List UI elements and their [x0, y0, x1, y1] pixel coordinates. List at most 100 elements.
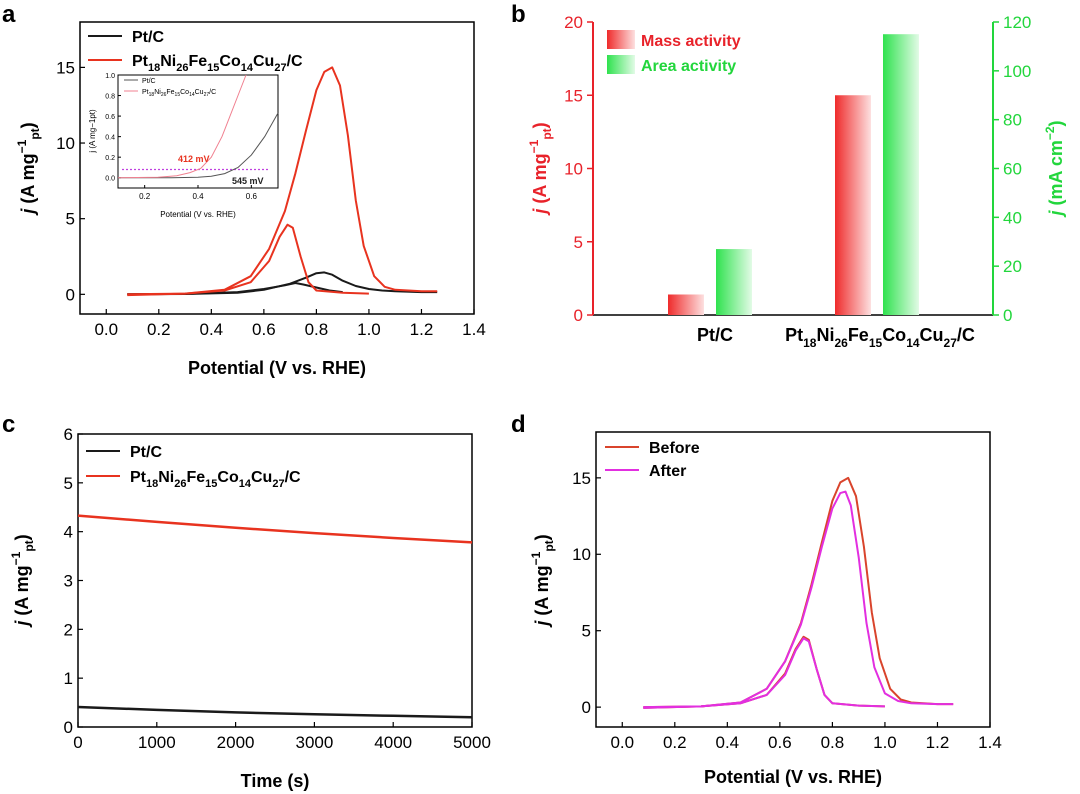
panel-a-legend-alloy: Pt18Ni26Fe15Co14Cu27/C [132, 53, 303, 74]
panel-d-x-tick-label: 1.2 [926, 733, 950, 752]
panel-d-series-line [643, 490, 954, 709]
panel-d-x-tick-label: 0.6 [768, 733, 792, 752]
panel-b-right-axis-title: j (mA cm−2) [1043, 120, 1066, 217]
panel-a-x-tick-label: 1.0 [357, 320, 381, 339]
panel-a-series-line [127, 271, 438, 296]
panel-d-series-line [643, 476, 954, 709]
panel-a-inset-legend-ptc: Pt/C [142, 78, 156, 85]
panel-a-y-tick-label: 10 [56, 134, 75, 153]
panel-d-plot-frame [595, 431, 991, 728]
panel-d-x-tick-label: 0.8 [821, 733, 845, 752]
panel-b-mass-bar [835, 95, 871, 315]
panel-a-inset-y-tick-label: 0.6 [105, 114, 115, 121]
panel-a-plot-frame [79, 21, 475, 315]
panel-a-x-tick-label: 0.6 [252, 320, 276, 339]
panel-a-y-tick-label: 15 [56, 58, 75, 77]
panel-d-series-line [643, 635, 885, 709]
panel-b-right-tick-label: 60 [1003, 160, 1022, 179]
panel-letter-a: a [2, 1, 16, 28]
panel-a-inset-y-tick-label: 0.4 [105, 135, 115, 142]
panel-c-y-axis-title: j (A mg−1pt) [9, 534, 36, 627]
panel-c-x-tick-label: 0 [73, 733, 82, 752]
panel-c-x-tick-label: 3000 [295, 733, 333, 752]
panel-c-y-tick-label: 1 [64, 669, 73, 688]
panel-b-right-tick-label: 80 [1003, 111, 1022, 130]
panel-c-series-line [77, 514, 473, 544]
panel-a-series-line [127, 66, 438, 296]
panel-d-x-tick-label: 1.4 [978, 733, 1002, 752]
panel-letter-b: b [511, 1, 526, 28]
panel-a-inset-chart: 0.2 0.4 0.6 0.0 0.2 0.4 0.6 0.8 1.0 Potential (… [88, 73, 279, 219]
panel-c-y-tick-label: 3 [64, 571, 73, 590]
panel-d-x-tick-label: 0.0 [610, 733, 634, 752]
panel-b-right-tick-label: 40 [1003, 208, 1022, 227]
panel-b-left-tick-label: 0 [574, 306, 583, 325]
panel-a-inset-legend-alloy: Pt18Ni26Fe15Co14Cu27/C [142, 89, 216, 98]
panel-a-legend-ptc: Pt/C [132, 29, 164, 46]
panel-b-legend-area: Area activity [641, 58, 736, 75]
panel-c-legend-alloy: Pt18Ni26Fe15Co14Cu27/C [130, 469, 301, 490]
panel-b-area-bar [883, 34, 919, 315]
panel-d-series-line [643, 637, 885, 709]
panel-c-x-tick-label: 4000 [374, 733, 412, 752]
panel-a-inset-x-tick-label: 0.4 [192, 192, 204, 201]
panel-d-y-tick-label: 10 [572, 545, 591, 564]
panel-b-left-tick-label: 15 [564, 86, 583, 105]
panel-a-x-axis-title: Potential (V vs. RHE) [188, 358, 366, 378]
panel-c-y-tick-label: 4 [64, 523, 73, 542]
panel-b-legend-area-swatch [607, 55, 635, 74]
panel-a-inset-y-tick-label: 0.0 [105, 176, 115, 183]
panel-b-left-axis-title: j (A mg−1pt) [527, 122, 554, 215]
panel-b-right-tick-label: 100 [1003, 62, 1031, 81]
panel-c-x-tick-label: 1000 [138, 733, 176, 752]
panel-a-x-tick-label: 1.2 [410, 320, 434, 339]
panel-b-category-alloy: Pt18Ni26Fe15Co14Cu27/C [785, 325, 975, 350]
panel-d-y-axis-title: j (A mg−1pt) [529, 534, 556, 627]
panel-d-legend-after: After [649, 463, 686, 480]
panel-a-y-tick-label: 5 [66, 210, 75, 229]
panel-d-chart: 0.0 0.2 0.4 0.6 0.8 1.0 1.2 1.4 0 5 10 15 Potentia… [529, 431, 1002, 787]
panel-d-x-tick-label: 0.4 [716, 733, 740, 752]
panel-a-chart: 0.0 0.2 0.4 0.6 0.8 1.0 1.2 1.4 0 5 10 15 Potentia… [15, 21, 486, 378]
panel-b-mass-bar [668, 294, 704, 315]
panel-a-series-line [127, 223, 369, 297]
panel-letter-c: c [2, 411, 15, 438]
panel-a-inset-y-title: j (A mg−1pt) [88, 109, 97, 154]
panel-a-x-tick-label: 0.2 [147, 320, 171, 339]
panel-a-inset-y-tick-label: 1.0 [105, 73, 115, 80]
panel-d-y-tick-label: 15 [572, 469, 591, 488]
panel-d-y-tick-label: 0 [582, 698, 591, 717]
panel-a-y-axis-title: j (A mg−1pt) [15, 122, 42, 215]
panel-d-legend-before: Before [649, 440, 700, 457]
panel-c-y-tick-label: 5 [64, 474, 73, 493]
panel-a-y-tick-label: 0 [66, 285, 75, 304]
panel-c-x-tick-label: 5000 [453, 733, 491, 752]
panel-a-x-tick-label: 1.4 [462, 320, 486, 339]
panel-c-chart: 0 1000 2000 3000 4000 5000 0 1 2 3 4 5 6 Time (s) j… [9, 425, 491, 791]
panel-c-x-tick-label: 2000 [217, 733, 255, 752]
panel-b-left-tick-label: 5 [574, 233, 583, 252]
panel-b-legend-mass-swatch [607, 30, 635, 49]
panel-d-x-tick-label: 1.0 [873, 733, 897, 752]
panel-b-chart: 0 5 10 15 20 0 20 40 60 80 100 120 Mass activity A… [527, 13, 1066, 350]
panel-b-area-bar [716, 249, 752, 315]
panel-letter-d: d [511, 411, 526, 438]
panel-b-legend-mass: Mass activity [641, 33, 741, 50]
panel-b-right-tick-label: 0 [1003, 306, 1012, 325]
panel-c-y-tick-label: 6 [64, 425, 73, 444]
panel-d-x-axis-title: Potential (V vs. RHE) [704, 767, 882, 787]
panel-a-x-tick-label: 0.4 [200, 320, 224, 339]
panel-a-series-line [127, 282, 343, 296]
panel-a-inset-annotation-412: 412 mV [178, 154, 210, 164]
panel-d-x-tick-label: 0.2 [663, 733, 687, 752]
panel-a-inset-x-tick-label: 0.6 [246, 192, 258, 201]
panel-c-x-axis-title: Time (s) [241, 771, 310, 791]
panel-c-series-line [77, 705, 473, 719]
panel-b-left-tick-label: 20 [564, 13, 583, 32]
panel-c-legend-ptc: Pt/C [130, 444, 162, 461]
panel-b-right-tick-label: 120 [1003, 13, 1031, 32]
panel-a-x-tick-label: 0.0 [94, 320, 118, 339]
panel-c-y-tick-label: 0 [64, 718, 73, 737]
panel-b-right-tick-label: 20 [1003, 257, 1022, 276]
